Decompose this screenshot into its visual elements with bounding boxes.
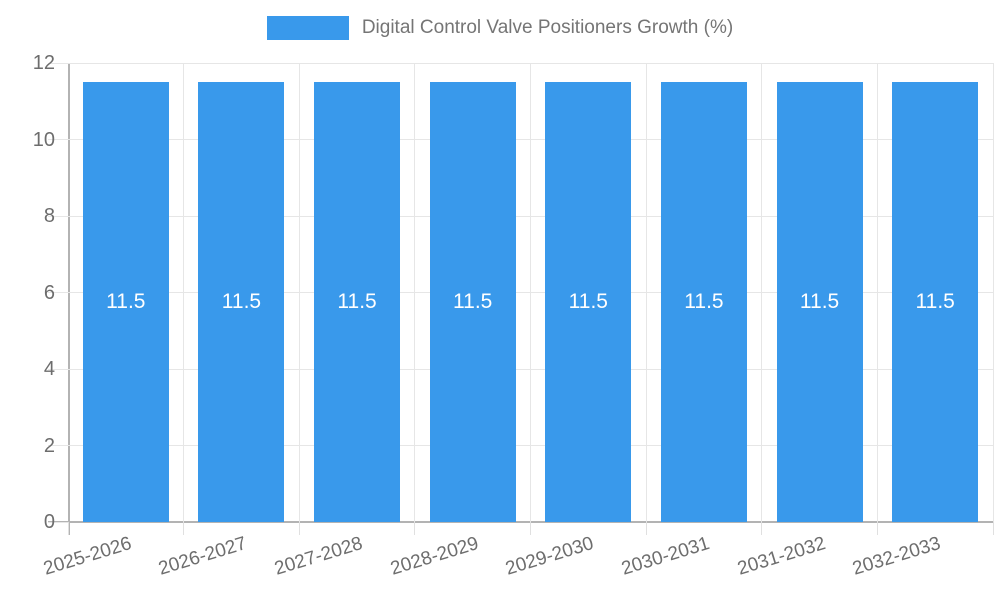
bar: 11.5: [429, 82, 516, 522]
y-tick-label: 0: [43, 511, 55, 533]
x-tick: [992, 522, 994, 535]
bar-value-label: 11.5: [106, 290, 146, 314]
y-tick: [48, 215, 68, 217]
bar-value-label: 11.5: [337, 290, 377, 314]
x-gridline: [183, 63, 185, 522]
x-gridline: [761, 63, 763, 522]
x-tick: [183, 522, 185, 535]
y-tick-label: 2: [43, 434, 55, 457]
y-tick-label: 10: [32, 128, 55, 151]
x-gridline: [876, 63, 878, 522]
bar: 11.5: [660, 82, 747, 522]
bar-value-label: 11.5: [684, 290, 724, 314]
bar-value-label: 11.5: [799, 290, 840, 314]
bar: 11.5: [892, 82, 979, 522]
x-gridline: [298, 63, 300, 522]
bar-value-label: 11.5: [221, 290, 262, 314]
y-tick-label: 8: [43, 205, 55, 227]
y-tick: [48, 368, 68, 370]
bar: 11.5: [82, 82, 169, 522]
x-gridline: [645, 63, 647, 522]
y-tick: [48, 139, 68, 140]
legend[interactable]: Digital Control Valve Positioners Growth…: [0, 16, 1000, 40]
x-gridline: [530, 63, 531, 522]
x-gridline: [992, 63, 994, 522]
bar-value-label: 11.5: [453, 290, 493, 314]
bar-value-label: 11.5: [568, 290, 608, 314]
y-tick-label: 4: [43, 358, 55, 380]
bar: 11.5: [545, 82, 632, 522]
y-tick: [48, 445, 68, 446]
bar: 11.5: [198, 82, 285, 522]
y-tick: [48, 62, 68, 64]
x-tick: [645, 522, 647, 535]
x-gridline: [414, 63, 416, 522]
bar: 11.5: [776, 82, 863, 522]
x-tick: [67, 522, 69, 535]
x-tick: [414, 522, 416, 535]
bar: 11.5: [314, 82, 401, 522]
bar-value-label: 11.5: [915, 290, 955, 314]
plot-area: 11.5 11.5 11.5 11.5 11.5 11.5 11.5 11.5: [48, 62, 994, 535]
y-axis-line: [68, 63, 70, 535]
y-tick: [48, 521, 68, 523]
x-tick: [298, 522, 300, 535]
x-axis-line: [48, 521, 993, 523]
legend-label: Digital Control Valve Positioners Growth…: [361, 17, 734, 38]
legend-swatch-icon: [266, 16, 349, 40]
y-tick-label: 6: [43, 281, 55, 304]
x-tick: [761, 522, 763, 535]
y-tick-label: 12: [32, 52, 55, 74]
x-tick: [530, 522, 531, 535]
x-tick: [876, 522, 878, 535]
y-tick: [48, 292, 68, 293]
